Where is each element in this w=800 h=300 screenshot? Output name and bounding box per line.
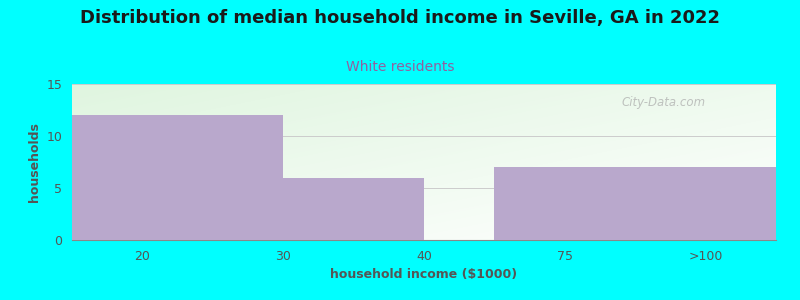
Bar [72,115,283,240]
Bar [494,167,776,240]
Text: Distribution of median household income in Seville, GA in 2022: Distribution of median household income … [80,9,720,27]
X-axis label: household income ($1000): household income ($1000) [330,268,518,281]
Text: City-Data.com: City-Data.com [621,97,706,110]
Bar [283,178,424,240]
Text: White residents: White residents [346,60,454,74]
Y-axis label: households: households [28,122,41,202]
